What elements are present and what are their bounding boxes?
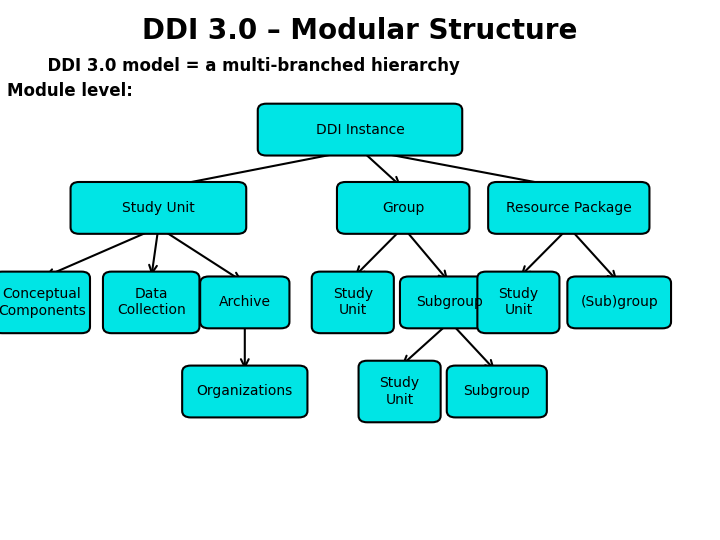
Text: Subgroup: Subgroup <box>417 295 483 309</box>
Text: Conceptual
Components: Conceptual Components <box>0 287 86 318</box>
FancyBboxPatch shape <box>400 276 500 328</box>
Text: Resource Package: Resource Package <box>506 201 631 215</box>
FancyBboxPatch shape <box>312 272 394 333</box>
Text: Group: Group <box>382 201 424 215</box>
Text: DDI 3.0 model = a multi-branched hierarchy: DDI 3.0 model = a multi-branched hierarc… <box>36 57 460 75</box>
FancyBboxPatch shape <box>477 272 559 333</box>
FancyBboxPatch shape <box>567 276 671 328</box>
Text: Module level:: Module level: <box>7 82 133 100</box>
Text: Organizations: Organizations <box>197 384 293 399</box>
Text: Study
Unit: Study Unit <box>498 287 539 318</box>
FancyBboxPatch shape <box>258 104 462 156</box>
Text: Data
Collection: Data Collection <box>117 287 186 318</box>
Text: Study Unit: Study Unit <box>122 201 195 215</box>
FancyBboxPatch shape <box>337 182 469 234</box>
FancyBboxPatch shape <box>488 182 649 234</box>
Text: DDI 3.0 – Modular Structure: DDI 3.0 – Modular Structure <box>143 17 577 45</box>
FancyBboxPatch shape <box>182 366 307 417</box>
FancyBboxPatch shape <box>71 182 246 234</box>
FancyBboxPatch shape <box>446 366 547 417</box>
Text: Study
Unit: Study Unit <box>379 376 420 407</box>
FancyBboxPatch shape <box>200 276 289 328</box>
Text: (Sub)group: (Sub)group <box>580 295 658 309</box>
Text: Subgroup: Subgroup <box>464 384 530 399</box>
FancyBboxPatch shape <box>359 361 441 422</box>
FancyBboxPatch shape <box>0 272 90 333</box>
Text: Archive: Archive <box>219 295 271 309</box>
Text: Study
Unit: Study Unit <box>333 287 373 318</box>
FancyBboxPatch shape <box>103 272 199 333</box>
Text: DDI Instance: DDI Instance <box>315 123 405 137</box>
